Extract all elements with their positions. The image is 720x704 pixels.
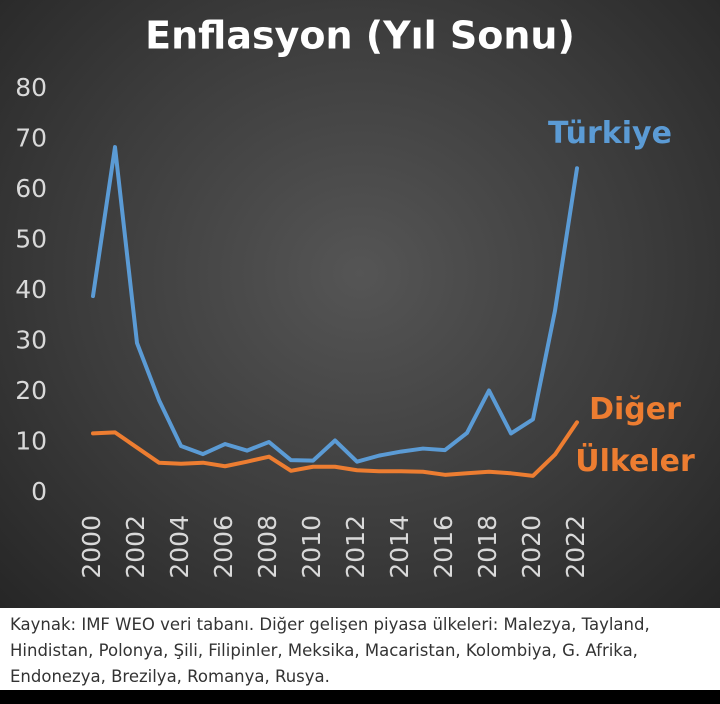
y-tick-label: 40 bbox=[15, 275, 47, 304]
chart: Enflasyon (Yıl Sonu) 0 10 20 30 40 50 60 70 80 20… bbox=[15, 14, 590, 579]
source-note: Kaynak: IMF WEO veri tabanı. Diğer geliş… bbox=[10, 615, 650, 686]
x-tick-label: 2004 bbox=[165, 515, 194, 579]
series-line bbox=[91, 420, 579, 478]
x-tick-label: 2016 bbox=[429, 515, 458, 579]
x-tick-label: 2006 bbox=[209, 515, 238, 579]
x-tick-label: 2018 bbox=[473, 515, 502, 579]
x-tick-label: 2014 bbox=[385, 515, 414, 579]
x-tick-label: 2012 bbox=[341, 515, 370, 579]
series-line bbox=[91, 145, 579, 464]
y-tick-label: 80 bbox=[15, 73, 47, 102]
y-tick-label: 70 bbox=[15, 124, 47, 153]
series-label: Diğer Ülkeler bbox=[575, 392, 695, 479]
chart-title: Enflasyon (Yıl Sonu) bbox=[145, 14, 575, 58]
y-tick-label: 20 bbox=[15, 376, 47, 405]
y-tick-label: 30 bbox=[15, 326, 47, 355]
y-tick-label: 10 bbox=[15, 427, 47, 456]
y-tick-label: 60 bbox=[15, 174, 47, 203]
x-tick-label: 2022 bbox=[561, 515, 590, 579]
chart-background bbox=[0, 0, 720, 608]
series-label: Türkiye bbox=[548, 116, 672, 151]
x-tick-label: 2010 bbox=[297, 515, 326, 579]
bottom-strip bbox=[0, 690, 720, 704]
y-tick-label: 50 bbox=[15, 225, 47, 254]
x-tick-label: 2002 bbox=[121, 515, 150, 579]
x-tick-label: 2008 bbox=[253, 515, 282, 579]
y-tick-label: 0 bbox=[31, 477, 47, 506]
x-tick-label: 2020 bbox=[517, 515, 546, 579]
x-tick-label: 2000 bbox=[77, 515, 106, 579]
